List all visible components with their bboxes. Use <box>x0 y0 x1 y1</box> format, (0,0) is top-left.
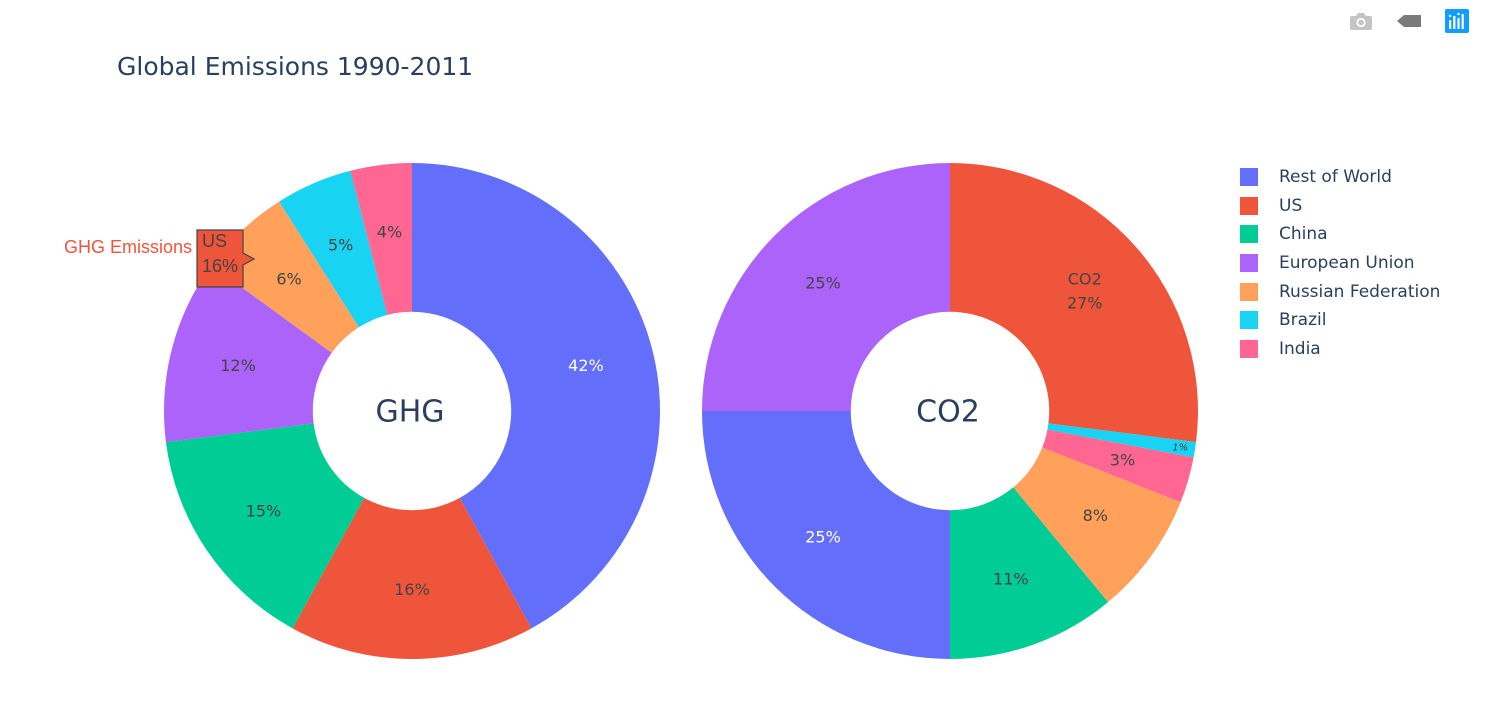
co2-slice-rest-of-world[interactable] <box>702 411 950 659</box>
legend-item-rest-of-world[interactable]: Rest of World <box>1240 163 1440 192</box>
ghg-slice-us[interactable] <box>292 497 532 659</box>
ghg-slice-label-european-union: 12% <box>220 356 256 375</box>
legend-swatch <box>1240 311 1258 330</box>
ghg-slice-rest-of-world[interactable] <box>412 163 660 629</box>
ghg-slice-label-russian-federation: 6% <box>276 270 301 289</box>
modebar <box>1348 8 1470 34</box>
legend-item-us[interactable]: US <box>1240 192 1440 221</box>
legend-item-russian-federation[interactable]: Russian Federation <box>1240 277 1440 306</box>
legend-item-china[interactable]: China <box>1240 220 1440 249</box>
legend-item-brazil[interactable]: Brazil <box>1240 306 1440 335</box>
co2-slice-label-china: 11% <box>993 569 1029 588</box>
legend-label: US <box>1279 195 1303 216</box>
ghg-slice-china[interactable] <box>165 423 365 629</box>
ghg-slice-label-china: 15% <box>246 501 282 520</box>
tag-icon[interactable] <box>1396 8 1422 34</box>
ghg-slice-india[interactable] <box>350 163 412 315</box>
ghg-hole-label: GHG <box>375 395 444 430</box>
ghg-donut: 42% 16% 15% 12% 6% 5% 4% GHG <box>164 163 660 659</box>
legend: Rest of World US China European Union Russia… <box>1240 163 1440 363</box>
legend-swatch <box>1240 254 1258 273</box>
legend-item-european-union[interactable]: European Union <box>1240 249 1440 278</box>
hover-label: US <box>202 231 227 251</box>
co2-slice-european-union[interactable] <box>702 163 950 411</box>
co2-donut: CO2 27% 1% 3% 8% 11% 25% 25% CO2 <box>702 163 1198 659</box>
legend-item-india[interactable]: India <box>1240 335 1440 364</box>
co2-slice-india[interactable] <box>1042 429 1194 503</box>
plotly-logo-icon[interactable] <box>1444 8 1470 34</box>
ghg-slice-label-india: 4% <box>377 222 402 241</box>
legend-swatch <box>1240 225 1258 244</box>
co2-slice-label-european-union: 25% <box>805 274 841 293</box>
ghg-slice-label-rest-of-world: 42% <box>568 356 604 375</box>
co2-slice-label-us-1: 27% <box>1067 294 1103 313</box>
ghg-slice-label-brazil: 5% <box>328 236 353 255</box>
legend-label: Rest of World <box>1279 167 1392 188</box>
co2-slice-label-russian-federation: 8% <box>1083 506 1108 525</box>
co2-slice-brazil[interactable] <box>1047 423 1197 458</box>
co2-slice-label-brazil: 1% <box>1172 442 1188 453</box>
ghg-slice-european-union[interactable] <box>164 265 332 443</box>
ghg-slice-russian-federation[interactable] <box>211 201 359 353</box>
co2-slice-china[interactable] <box>950 487 1109 659</box>
co2-slice-label-india: 3% <box>1110 451 1135 470</box>
legend-swatch <box>1240 168 1258 187</box>
hover-percent: 16% <box>202 256 238 276</box>
co2-slice-label-rest-of-world: 25% <box>805 527 841 546</box>
camera-icon[interactable] <box>1348 8 1374 34</box>
hover-trace-name: GHG Emissions <box>64 237 192 257</box>
legend-label: India <box>1279 338 1321 359</box>
hover-box <box>196 229 256 288</box>
legend-swatch <box>1240 339 1258 358</box>
ghg-slice-label-us: 16% <box>394 580 430 599</box>
co2-slice-russian-federation[interactable] <box>1013 447 1181 603</box>
legend-label: European Union <box>1279 253 1415 274</box>
co2-slice-label-us-0: CO2 <box>1068 270 1102 289</box>
ghg-slice-brazil[interactable] <box>279 170 388 328</box>
legend-label: China <box>1279 224 1328 245</box>
legend-swatch <box>1240 282 1258 301</box>
legend-label: Russian Federation <box>1279 281 1441 302</box>
co2-slice-us[interactable] <box>950 163 1198 443</box>
legend-label: Brazil <box>1279 310 1327 331</box>
hover-tooltip: US 16% GHG Emissions <box>64 229 256 288</box>
chart-title: Global Emissions 1990-2011 <box>117 52 474 81</box>
legend-swatch <box>1240 196 1258 215</box>
co2-hole-label: CO2 <box>916 395 980 430</box>
